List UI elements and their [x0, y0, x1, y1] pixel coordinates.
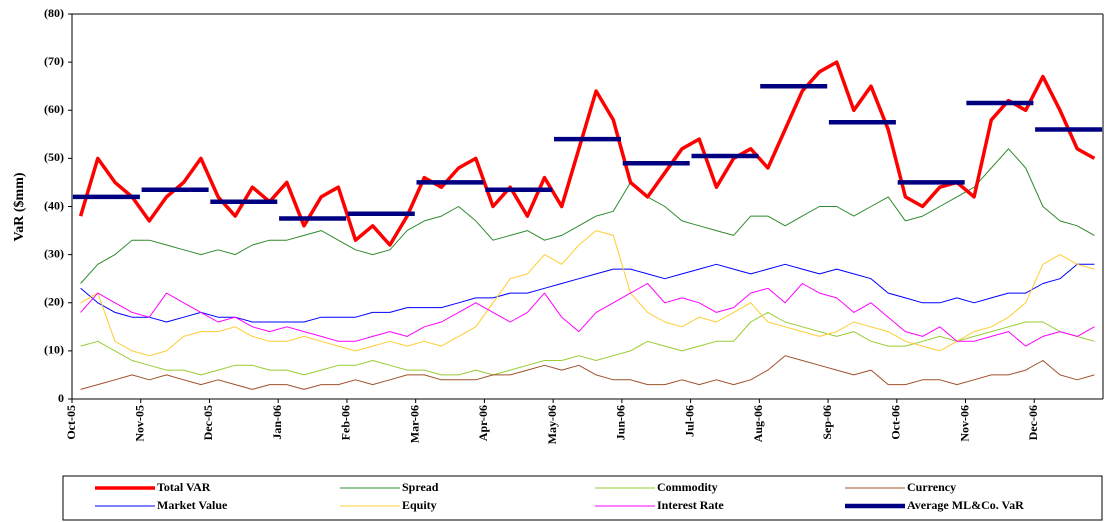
- legend-label: Interest Rate: [657, 498, 724, 512]
- series-line: [78, 60, 1096, 247]
- x-tick-label: Apr-06: [476, 405, 490, 441]
- y-axis-title: VaR ($mm): [12, 172, 27, 241]
- legend-label: Total VAR: [157, 480, 211, 494]
- y-tick-label: (80): [44, 6, 64, 20]
- x-tick-label: Sep-06: [820, 405, 834, 440]
- legend-label: Equity: [402, 498, 437, 512]
- x-tick-label: May-06: [545, 405, 559, 444]
- x-tick-label: Jan-06: [270, 405, 284, 440]
- legend-label: Currency: [907, 480, 956, 494]
- legend-box: [62, 475, 1103, 521]
- x-tick-label: Oct-06: [889, 405, 903, 440]
- y-tick-label: 0: [58, 391, 64, 405]
- x-tick-label: Jun-06: [614, 405, 628, 440]
- x-tick-label: Oct-05: [64, 405, 78, 440]
- legend-label: Commodity: [657, 480, 718, 494]
- x-tick-label: Nov-05: [132, 405, 146, 442]
- x-tick-label: Aug-06: [751, 405, 765, 442]
- y-tick-label: (10): [44, 343, 64, 357]
- series-line: [80, 283, 1095, 347]
- x-tick-label: Dec-06: [1026, 405, 1040, 440]
- x-tick-label: Mar-06: [407, 405, 421, 443]
- legend-label: Average ML&Co. VaR: [907, 498, 1024, 512]
- series-line: [80, 263, 1095, 323]
- y-tick-label: (60): [44, 102, 64, 116]
- series-line: [80, 148, 1095, 284]
- series-line: [80, 355, 1095, 390]
- legend-label: Spread: [402, 480, 439, 494]
- y-tick-label: (30): [44, 246, 64, 260]
- x-tick-label: Feb-06: [339, 405, 353, 440]
- series-line: [80, 311, 1095, 376]
- y-tick-label: (40): [44, 198, 64, 212]
- y-tick-label: (20): [44, 295, 64, 309]
- x-tick-label: Jul-06: [682, 405, 696, 437]
- x-tick-label: Dec-05: [201, 405, 215, 440]
- y-tick-label: (70): [44, 54, 64, 68]
- x-tick-label: Nov-06: [957, 405, 971, 442]
- y-tick-label: (50): [44, 150, 64, 164]
- series-line: [80, 230, 1095, 357]
- legend-label: Market Value: [157, 498, 228, 512]
